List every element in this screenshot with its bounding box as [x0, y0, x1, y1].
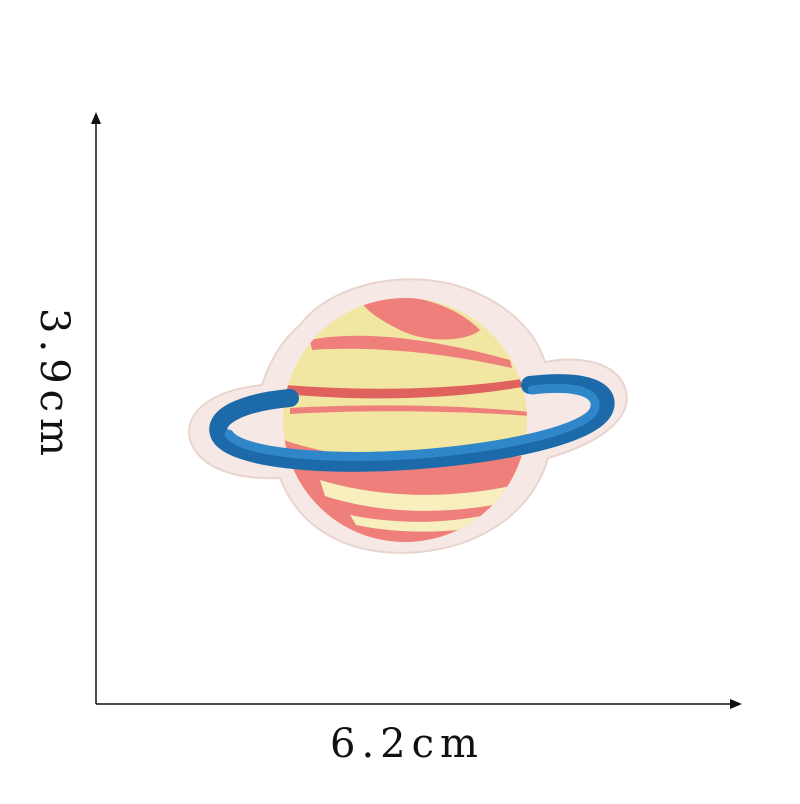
height-dimension-label: 3.9cm: [31, 308, 77, 462]
planet-patch: [188, 278, 628, 554]
width-dimension-label: 6.2cm: [330, 721, 484, 767]
dimension-axes: [91, 112, 742, 709]
horizontal-axis-arrowhead: [730, 699, 742, 709]
yellow-lower-band: [320, 480, 520, 511]
coral-band-thin: [290, 405, 527, 416]
planet-ring: [209, 374, 615, 472]
coral-band-upper: [310, 335, 512, 368]
coral-cap-stripe: [360, 298, 480, 340]
vertical-axis-arrowhead: [91, 112, 101, 124]
planet-ring-highlight: [224, 383, 600, 461]
yellow-lower-band-2: [350, 512, 500, 532]
coral-band-middle: [284, 378, 527, 399]
